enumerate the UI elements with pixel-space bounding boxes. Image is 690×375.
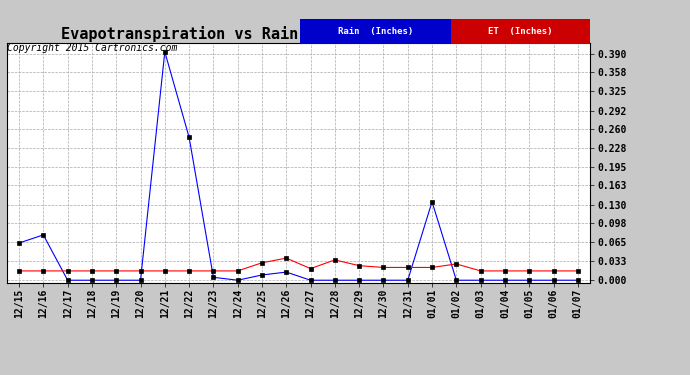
FancyBboxPatch shape	[300, 19, 451, 44]
Text: ET  (Inches): ET (Inches)	[488, 27, 553, 36]
FancyBboxPatch shape	[451, 19, 590, 44]
Text: Rain  (Inches): Rain (Inches)	[338, 27, 413, 36]
Title: Evapotranspiration vs Rain per Day (Inches) 20150108: Evapotranspiration vs Rain per Day (Inch…	[61, 26, 535, 42]
Text: Copyright 2015 Cartronics.com: Copyright 2015 Cartronics.com	[7, 43, 177, 52]
